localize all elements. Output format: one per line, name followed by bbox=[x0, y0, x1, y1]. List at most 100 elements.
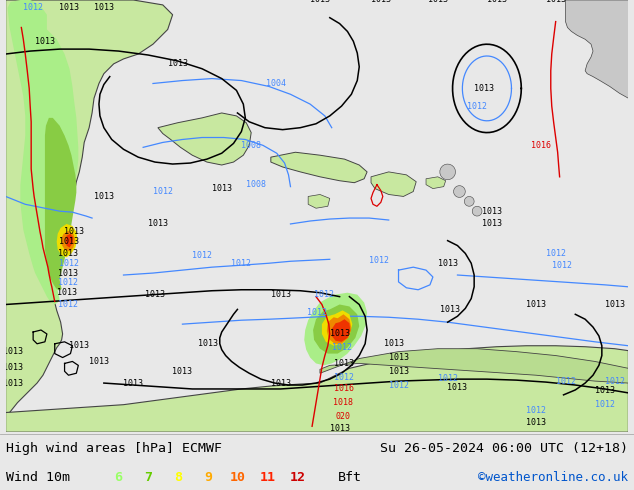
Text: 1012: 1012 bbox=[389, 381, 408, 390]
Text: 1013: 1013 bbox=[482, 220, 502, 228]
Text: 020: 020 bbox=[335, 412, 350, 421]
Text: 1013: 1013 bbox=[60, 237, 79, 246]
Text: Su 26-05-2024 06:00 UTC (12+18): Su 26-05-2024 06:00 UTC (12+18) bbox=[380, 442, 628, 455]
Text: 1013: 1013 bbox=[172, 367, 193, 376]
Text: 1013: 1013 bbox=[428, 0, 448, 4]
Polygon shape bbox=[327, 314, 351, 344]
Text: 11: 11 bbox=[260, 471, 276, 484]
Text: 1012: 1012 bbox=[552, 261, 572, 270]
Polygon shape bbox=[453, 186, 465, 197]
Text: 1013: 1013 bbox=[65, 227, 84, 236]
Polygon shape bbox=[61, 231, 75, 251]
Text: 1004: 1004 bbox=[266, 79, 286, 88]
Polygon shape bbox=[308, 195, 330, 208]
Text: Wind 10m: Wind 10m bbox=[6, 471, 70, 484]
Text: 1013: 1013 bbox=[212, 184, 231, 193]
Polygon shape bbox=[6, 0, 27, 432]
Text: 1012: 1012 bbox=[526, 406, 546, 415]
Text: 1012: 1012 bbox=[595, 400, 615, 409]
Text: 1013: 1013 bbox=[271, 379, 290, 388]
Text: 1013: 1013 bbox=[58, 269, 77, 277]
Text: 1013: 1013 bbox=[384, 339, 404, 348]
Text: 1013: 1013 bbox=[148, 220, 168, 228]
Polygon shape bbox=[6, 346, 628, 432]
Text: 1013: 1013 bbox=[94, 192, 114, 201]
Text: 1012: 1012 bbox=[314, 290, 334, 299]
Text: 1012: 1012 bbox=[546, 249, 566, 258]
Text: 1013: 1013 bbox=[526, 300, 546, 309]
Text: 1012: 1012 bbox=[58, 278, 79, 287]
Text: 1013: 1013 bbox=[35, 37, 55, 46]
Text: High wind areas [hPa] ECMWF: High wind areas [hPa] ECMWF bbox=[6, 442, 222, 455]
Text: 1013: 1013 bbox=[546, 0, 566, 4]
Text: 1013: 1013 bbox=[4, 379, 23, 388]
Text: 1013: 1013 bbox=[437, 259, 458, 268]
Text: 1016: 1016 bbox=[531, 141, 551, 150]
Text: 12: 12 bbox=[290, 471, 306, 484]
Text: 1012: 1012 bbox=[307, 308, 327, 317]
Text: 1012: 1012 bbox=[467, 101, 487, 111]
Text: 1013: 1013 bbox=[167, 59, 188, 68]
Text: 1013: 1013 bbox=[94, 3, 114, 12]
Text: 1013: 1013 bbox=[56, 288, 77, 297]
Text: 1013: 1013 bbox=[69, 341, 89, 350]
Text: Bft: Bft bbox=[338, 471, 362, 484]
Text: 1012: 1012 bbox=[192, 251, 212, 260]
Polygon shape bbox=[158, 113, 251, 165]
Polygon shape bbox=[8, 0, 79, 304]
Text: 1012: 1012 bbox=[23, 3, 43, 12]
Text: 1012: 1012 bbox=[333, 373, 354, 382]
Text: 1013: 1013 bbox=[605, 300, 624, 309]
Text: 1013: 1013 bbox=[124, 379, 143, 388]
Text: 1013: 1013 bbox=[439, 305, 460, 314]
Text: 1016: 1016 bbox=[333, 385, 354, 393]
Text: ©weatheronline.co.uk: ©weatheronline.co.uk bbox=[478, 471, 628, 484]
Text: 9: 9 bbox=[204, 471, 212, 484]
Text: 1012: 1012 bbox=[231, 259, 251, 268]
Polygon shape bbox=[320, 349, 628, 383]
Text: 6: 6 bbox=[114, 471, 122, 484]
Polygon shape bbox=[472, 206, 482, 216]
Polygon shape bbox=[56, 224, 77, 257]
Text: 1012: 1012 bbox=[332, 343, 352, 352]
Polygon shape bbox=[440, 164, 455, 180]
Text: 1012: 1012 bbox=[60, 259, 79, 268]
Text: 1012: 1012 bbox=[58, 300, 79, 309]
Text: 1013: 1013 bbox=[198, 339, 218, 348]
Polygon shape bbox=[426, 177, 446, 189]
Text: 1013: 1013 bbox=[89, 357, 109, 366]
Text: 1013: 1013 bbox=[371, 0, 391, 4]
Polygon shape bbox=[65, 234, 74, 247]
Text: 1013: 1013 bbox=[4, 347, 23, 356]
Text: 1013: 1013 bbox=[474, 84, 494, 93]
Text: 1013: 1013 bbox=[60, 3, 79, 12]
Text: 1012: 1012 bbox=[437, 374, 458, 383]
Text: 1013: 1013 bbox=[310, 0, 330, 4]
Polygon shape bbox=[271, 152, 367, 183]
Text: 1012: 1012 bbox=[153, 187, 173, 196]
Text: 1012: 1012 bbox=[555, 377, 576, 386]
Polygon shape bbox=[371, 172, 416, 196]
Text: 1018: 1018 bbox=[333, 398, 353, 407]
Polygon shape bbox=[304, 293, 367, 366]
Text: 1008: 1008 bbox=[241, 141, 261, 150]
Text: 1013: 1013 bbox=[526, 418, 546, 427]
Text: 10: 10 bbox=[230, 471, 246, 484]
Polygon shape bbox=[6, 0, 172, 432]
Text: 1013: 1013 bbox=[595, 387, 615, 395]
Text: 1013: 1013 bbox=[4, 363, 23, 372]
Text: 8: 8 bbox=[174, 471, 182, 484]
Text: 1013: 1013 bbox=[448, 384, 467, 392]
Text: 1013: 1013 bbox=[389, 353, 408, 362]
Text: 1013: 1013 bbox=[58, 249, 77, 258]
Polygon shape bbox=[332, 319, 351, 342]
Text: 1012: 1012 bbox=[369, 256, 389, 265]
Text: 1013: 1013 bbox=[330, 424, 349, 433]
Text: 1013: 1013 bbox=[487, 0, 507, 4]
Text: 7: 7 bbox=[144, 471, 152, 484]
Text: 1013: 1013 bbox=[482, 207, 502, 216]
Text: 1008: 1008 bbox=[246, 180, 266, 189]
Text: 1013: 1013 bbox=[330, 329, 349, 339]
Text: 1012: 1012 bbox=[605, 377, 624, 386]
Text: 1013: 1013 bbox=[389, 367, 408, 376]
